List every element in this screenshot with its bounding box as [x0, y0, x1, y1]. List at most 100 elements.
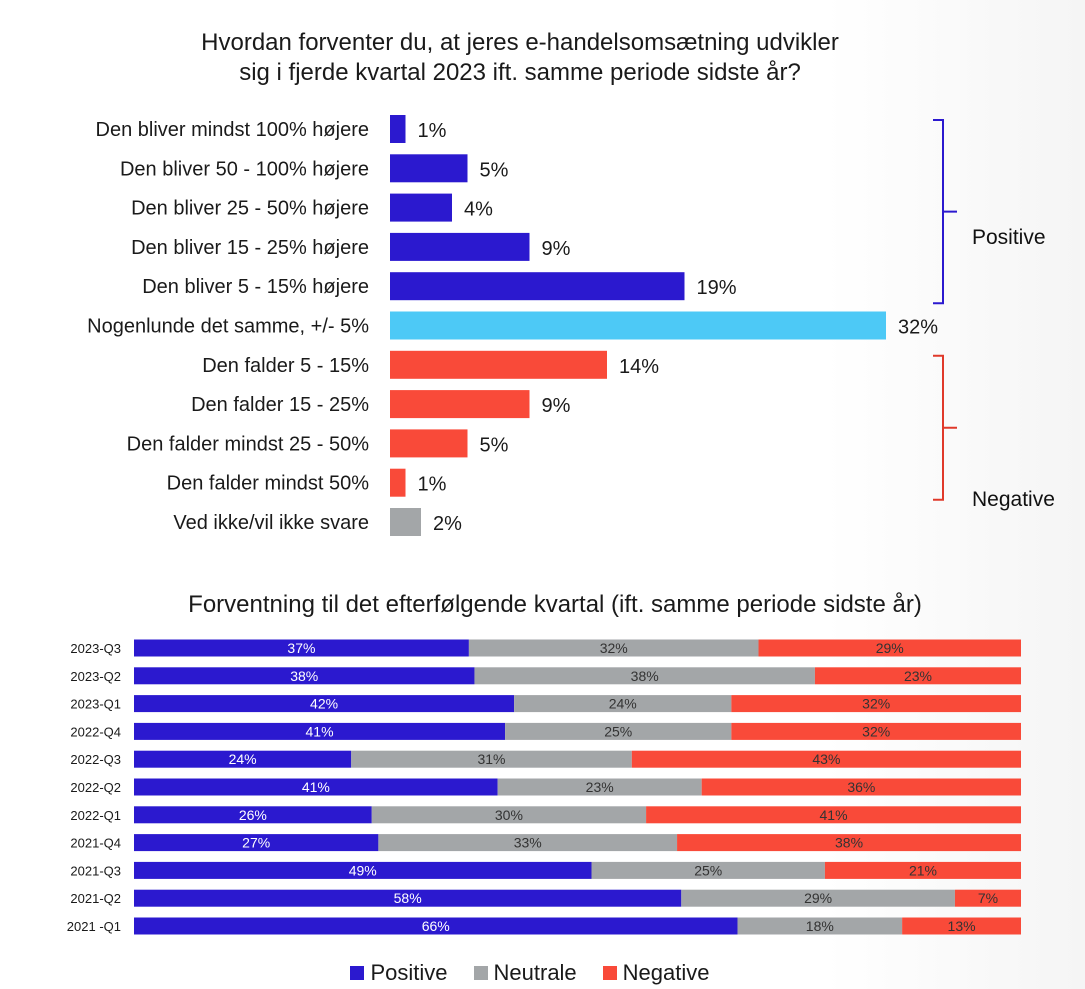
- segment-value-label: 49%: [349, 862, 377, 878]
- bar-value-label: 9%: [542, 238, 571, 260]
- bar-value-label: 5%: [480, 159, 509, 181]
- bar: [390, 115, 406, 143]
- segment-positive: [134, 667, 475, 685]
- legend-swatch: [602, 966, 617, 980]
- segment-neutrale: [514, 695, 732, 713]
- chart-title-1-line-2: sig i fjerde kvartal 2023 ift. samme per…: [239, 59, 801, 86]
- bar: [390, 272, 685, 301]
- segment-positive: [134, 917, 738, 935]
- segment-value-label: 41%: [302, 779, 330, 795]
- bar: [390, 350, 607, 379]
- segment-value-label: 29%: [876, 640, 904, 656]
- segment-positive: [134, 889, 682, 907]
- quarter-label: 2021 -Q1: [67, 919, 121, 934]
- bar-value-label: 14%: [619, 356, 659, 378]
- bar: [390, 154, 468, 183]
- segment-value-label: 41%: [820, 807, 848, 823]
- segment-neutrale: [468, 639, 759, 657]
- legend-label: Neutrale: [493, 960, 577, 985]
- category-label: Den falder mindst 25 - 50%: [127, 433, 370, 455]
- segment-negative: [731, 695, 1021, 713]
- chart-2-legend: Positive Neutrale Negative: [0, 960, 1060, 986]
- group-bracket: [933, 119, 957, 305]
- segment-neutrale: [681, 889, 955, 907]
- segment-positive: [134, 834, 379, 852]
- chart-title-2: Forventning til det efterfølgende kvarta…: [188, 591, 922, 618]
- category-label: Den falder 5 - 15%: [202, 355, 369, 377]
- category-label: Den bliver 15 - 25% højere: [131, 237, 369, 259]
- legend-swatch: [350, 966, 365, 980]
- chart-title-1: Hvordan forventer du, at jeres e-handels…: [0, 28, 1040, 88]
- bar: [390, 193, 452, 222]
- segment-negative: [824, 861, 1021, 879]
- bar: [390, 390, 530, 419]
- segment-value-label: 26%: [239, 807, 267, 823]
- bar-value-label: 5%: [480, 434, 509, 456]
- segment-value-label: 38%: [835, 835, 863, 851]
- segment-value-label: 37%: [287, 640, 315, 656]
- segment-value-label: 43%: [812, 751, 840, 767]
- segment-value-label: 25%: [604, 723, 632, 739]
- segment-value-label: 58%: [394, 890, 422, 906]
- segment-value-label: 23%: [904, 668, 932, 684]
- quarter-label: 2021-Q3: [70, 863, 121, 878]
- bar: [390, 508, 421, 536]
- segment-value-label: 7%: [978, 890, 998, 906]
- group-label: Negative: [972, 488, 1055, 511]
- category-label: Den bliver 5 - 15% højere: [142, 276, 369, 298]
- legend-label: Negative: [622, 960, 710, 985]
- bar-value-label: 9%: [542, 395, 571, 417]
- bar: [390, 468, 406, 497]
- segment-negative: [631, 750, 1021, 768]
- segment-value-label: 33%: [514, 835, 542, 851]
- quarter-label: 2022-Q1: [70, 808, 121, 823]
- legend-label: Positive: [370, 960, 448, 985]
- segment-value-label: 18%: [806, 918, 834, 934]
- quarter-label: 2023-Q1: [70, 697, 121, 712]
- quarter-label: 2023-Q3: [70, 641, 121, 656]
- segment-neutrale: [474, 667, 815, 685]
- chart-title-1-line-1: Hvordan forventer du, at jeres e-handels…: [201, 29, 839, 56]
- group-label: Positive: [972, 226, 1046, 249]
- category-label: Den falder mindst 50%: [167, 473, 370, 495]
- category-label: Ved ikke/vil ikke svare: [173, 512, 369, 534]
- segment-value-label: 42%: [310, 696, 338, 712]
- segment-neutrale: [351, 750, 632, 768]
- bar-value-label: 2%: [433, 513, 462, 535]
- legend-swatch: [473, 966, 488, 980]
- quarter-label: 2023-Q2: [70, 669, 121, 684]
- segment-neutrale: [737, 917, 903, 935]
- segment-negative: [902, 917, 1021, 935]
- segment-value-label: 30%: [495, 807, 523, 823]
- category-label: Den bliver 50 - 100% højere: [120, 158, 369, 180]
- quarter-label: 2022-Q2: [70, 780, 121, 795]
- segment-negative: [758, 639, 1021, 657]
- segment-value-label: 21%: [909, 862, 937, 878]
- category-label: Den bliver 25 - 50% højere: [131, 198, 369, 220]
- legend-item: Positive: [350, 960, 448, 986]
- segment-value-label: 27%: [242, 835, 270, 851]
- segment-value-label: 13%: [948, 918, 976, 934]
- segment-neutrale: [378, 834, 678, 852]
- segment-neutrale: [591, 861, 825, 879]
- segment-value-label: 66%: [422, 918, 450, 934]
- segment-negative: [954, 889, 1021, 907]
- segment-negative: [731, 722, 1021, 740]
- segment-positive: [134, 695, 515, 713]
- legend-item: Negative: [602, 960, 710, 986]
- segment-value-label: 24%: [609, 696, 637, 712]
- bar-value-label: 4%: [464, 199, 493, 221]
- segment-value-label: 32%: [600, 640, 628, 656]
- chart-2-svg: 2023-Q3 37% 32% 29% 2023-Q2 38% 38% 23% 2023-Q1 4…: [67, 639, 1021, 935]
- segment-value-label: 38%: [631, 668, 659, 684]
- segment-value-label: 25%: [694, 862, 722, 878]
- segment-value-label: 38%: [290, 668, 318, 684]
- bar-value-label: 19%: [697, 277, 737, 299]
- segment-positive: [134, 639, 469, 657]
- bar: [390, 429, 468, 458]
- segment-positive: [134, 722, 506, 740]
- segment-value-label: 32%: [862, 723, 890, 739]
- quarter-label: 2022-Q4: [70, 724, 121, 739]
- segment-positive: [134, 778, 498, 796]
- bar-value-label: 32%: [898, 317, 938, 339]
